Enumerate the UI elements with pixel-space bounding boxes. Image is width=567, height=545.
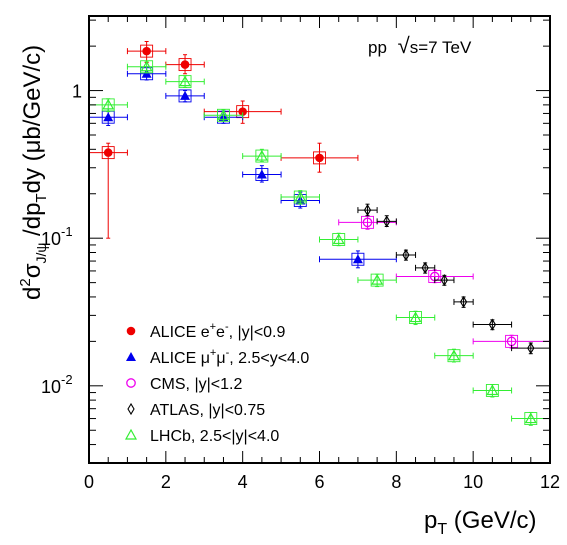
data-point <box>409 311 422 323</box>
x-tick-label: 6 <box>314 472 324 492</box>
data-point <box>102 98 115 110</box>
y-tick-label: 10-1 <box>41 224 73 249</box>
systematic-box <box>255 168 269 181</box>
data-point <box>486 384 499 396</box>
data-point <box>180 90 191 100</box>
legend-marker <box>124 428 138 440</box>
y-tick-label: 1 <box>72 82 82 102</box>
legend-label: CMS, |y|<1.2 <box>150 376 242 393</box>
data-point <box>332 233 345 245</box>
data-point <box>103 112 114 122</box>
data-point <box>402 248 410 262</box>
x-tick-label: 4 <box>238 472 248 492</box>
y-axis-title: d2σJ/ψ /dpTdy (μb/GeV/c) <box>17 45 50 300</box>
series-0 <box>88 40 359 239</box>
data-point <box>103 148 113 157</box>
data-point <box>488 318 497 331</box>
legend-label: ALICE μ+μ-, 2.5<y<4.0 <box>150 347 309 367</box>
data-point <box>371 273 384 285</box>
data-point <box>363 204 372 217</box>
legend-label: ATLAS, |y|<0.75 <box>150 402 265 419</box>
x-tick-label: 2 <box>161 472 171 492</box>
x-axis-title: pT (GeV/c) <box>424 507 536 538</box>
x-tick-label: 12 <box>540 472 560 492</box>
data-point <box>524 412 537 424</box>
x-tick-label: 10 <box>463 472 483 492</box>
systematic-box <box>178 89 192 103</box>
systematic-box <box>351 252 365 266</box>
legend: ALICE e+e-, |y|<0.9 ALICE μ+μ-, 2.5<y<4.0… <box>124 321 309 445</box>
data-point <box>179 75 192 87</box>
data-point <box>315 153 324 163</box>
axes: 0 2 4 6 8 10 12 1 10-1 10-2 <box>41 15 560 492</box>
data-point <box>421 261 429 274</box>
legend-label: ALICE e+e-, |y|<0.9 <box>150 321 286 341</box>
legend-marker <box>126 378 136 388</box>
series-3 <box>357 203 551 355</box>
systematic-box <box>361 215 374 229</box>
series-1 <box>88 66 397 269</box>
x-tick-label: 0 <box>84 472 94 492</box>
data-point <box>294 190 307 202</box>
data-marks <box>88 40 551 426</box>
systematic-box <box>178 58 192 72</box>
data-point <box>383 215 391 228</box>
series-4 <box>88 60 551 426</box>
data-point <box>440 274 448 287</box>
data-point <box>140 60 153 72</box>
data-point <box>180 60 190 69</box>
legend-label: LHCb, 2.5<|y|<4.0 <box>150 428 279 445</box>
systematic-box <box>140 44 154 58</box>
systematic-box <box>313 151 326 165</box>
data-point <box>447 349 460 361</box>
data-point <box>362 217 373 228</box>
x-tick-label: 8 <box>391 472 401 492</box>
legend-marker <box>126 326 136 336</box>
data-point <box>256 169 267 179</box>
data-point <box>527 342 535 355</box>
data-point <box>255 149 268 161</box>
data-point <box>142 46 151 56</box>
y-tick-label: 10-2 <box>41 372 73 397</box>
legend-marker <box>127 402 135 416</box>
legend-marker <box>126 352 136 361</box>
energy-annotation: pp √s=7 TeV <box>368 33 472 58</box>
data-point <box>217 109 230 120</box>
data-point <box>352 254 363 264</box>
data-point <box>459 295 468 309</box>
systematic-box <box>101 146 115 160</box>
